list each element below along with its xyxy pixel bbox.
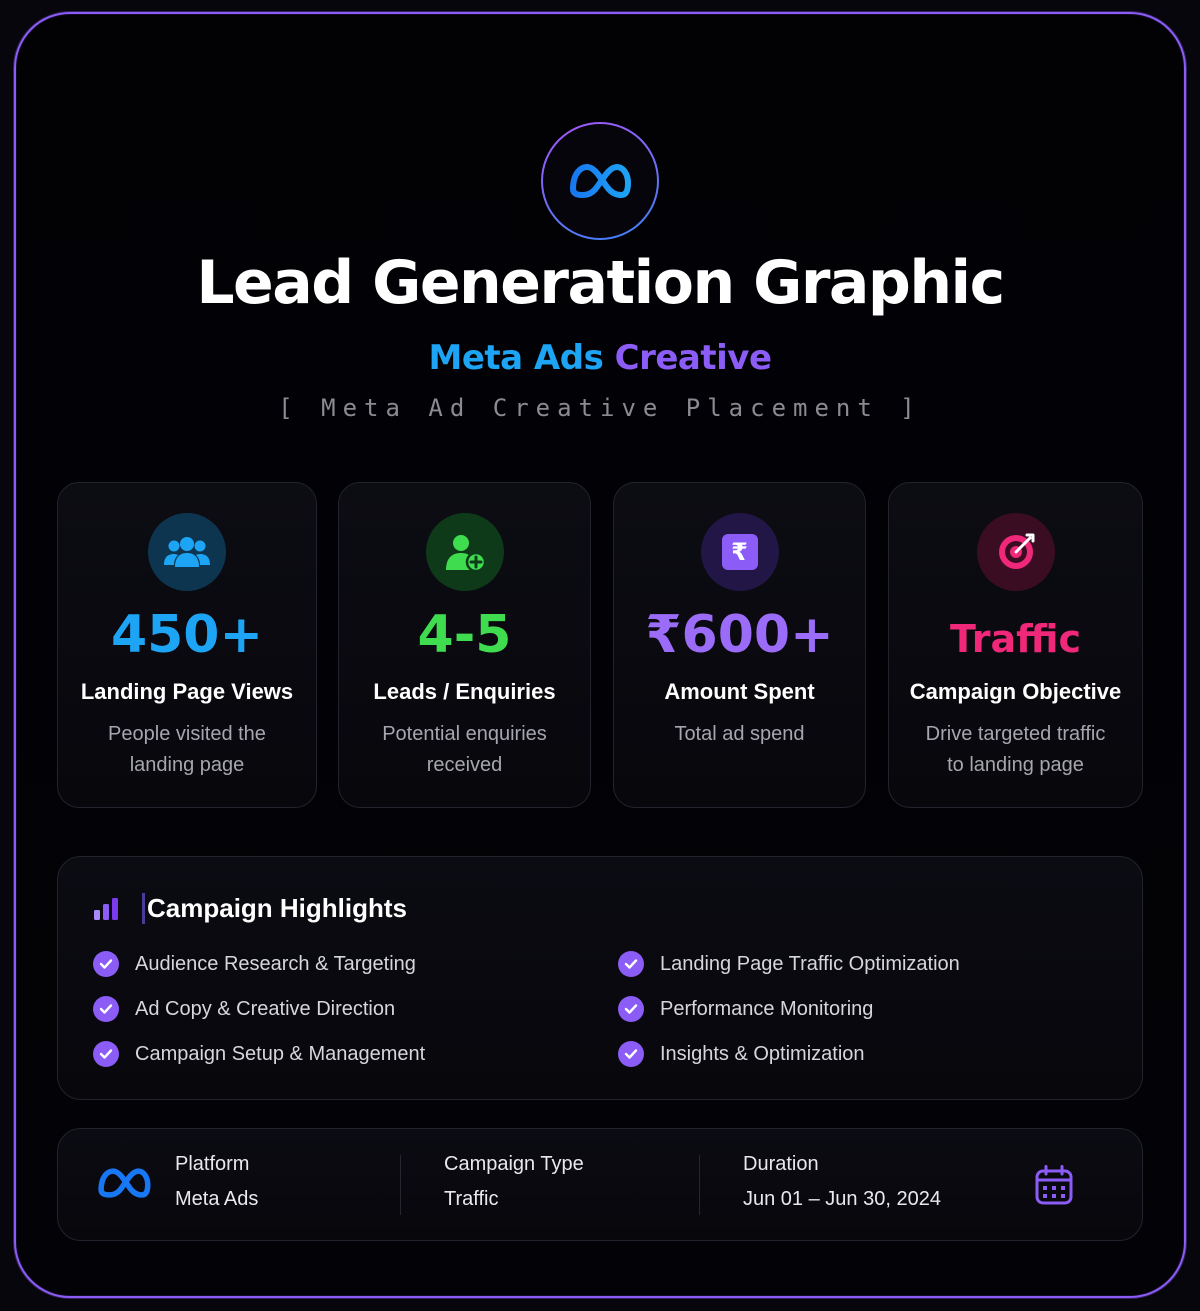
subtitle-creative: Creative (614, 338, 772, 378)
highlight-item: Insights & Optimization (618, 1041, 865, 1067)
check-icon (618, 951, 644, 977)
highlight-text: Campaign Setup & Management (135, 1042, 426, 1065)
stat-label: Leads / Enquiries (373, 679, 556, 704)
stat-card-landing-page-views: 450+ Landing Page Views People visited t… (57, 482, 317, 808)
check-icon (93, 951, 119, 977)
campaign-type-value: Traffic (444, 1188, 499, 1210)
bar-chart-icon (94, 897, 118, 920)
duration-label: Duration (743, 1153, 819, 1175)
meta-infinity-icon (98, 1168, 151, 1198)
stat-label: Campaign Objective (909, 679, 1122, 704)
check-icon (618, 1041, 644, 1067)
tagline: [ Meta Ad Creative Placement ] (278, 394, 922, 422)
stat-value: 4-5 (417, 605, 512, 665)
stat-description: Drive targeted traffic to landing page (925, 723, 1106, 776)
page-subtitle: Meta Ads Creative (0, 338, 1200, 378)
target-icon (976, 513, 1055, 591)
highlight-item: Campaign Setup & Management (93, 1041, 425, 1067)
highlight-item: Audience Research & Targeting (93, 951, 416, 977)
stat-description: Total ad spend (674, 723, 805, 745)
highlight-text: Insights & Optimization (660, 1042, 865, 1065)
meta-logo-badge (541, 122, 659, 240)
check-icon (93, 1041, 119, 1067)
rupee-icon: ₹ (700, 513, 779, 591)
stat-value: 450+ (110, 605, 264, 665)
highlight-item: Performance Monitoring (618, 996, 873, 1022)
stat-card-leads: 4-5 Leads / Enquiries Potential enquirie… (338, 482, 591, 808)
meta-infinity-icon (570, 164, 631, 198)
subtitle-meta-ads: Meta Ads (428, 338, 604, 378)
check-icon (93, 996, 119, 1022)
campaign-info-footer: Platform Meta Ads Campaign Type Traffic … (57, 1128, 1143, 1241)
calendar-icon (1035, 1165, 1073, 1205)
divider (400, 1155, 401, 1215)
users-icon (148, 513, 226, 591)
stat-card-campaign-objective: Traffic Campaign Objective Drive targete… (888, 482, 1143, 808)
stat-description: Potential enquiries received (382, 723, 547, 776)
stat-value: Traffic (949, 617, 1082, 661)
highlight-text: Performance Monitoring (660, 997, 874, 1020)
highlights-title: Campaign Highlights (142, 893, 407, 924)
page-title: Lead Generation Graphic (196, 248, 1005, 318)
highlight-item: Ad Copy & Creative Direction (93, 996, 395, 1022)
platform-label: Platform (175, 1153, 250, 1175)
highlight-item: Landing Page Traffic Optimization (618, 951, 960, 977)
highlight-text: Landing Page Traffic Optimization (660, 952, 960, 975)
campaign-type-label: Campaign Type (444, 1153, 584, 1175)
stat-value: ₹600+ (645, 605, 834, 665)
stat-description: People visited the landing page (108, 723, 266, 776)
duration-value: Jun 01 – Jun 30, 2024 (743, 1188, 941, 1210)
stat-label: Amount Spent (664, 679, 815, 704)
highlight-text: Audience Research & Targeting (135, 952, 416, 975)
divider (699, 1155, 700, 1215)
highlights-header: Campaign Highlights (94, 893, 407, 924)
platform-info: Platform Meta Ads (175, 1153, 258, 1211)
campaign-highlights-panel: Campaign Highlights Audience Research & … (57, 856, 1143, 1100)
duration-info: Duration Jun 01 – Jun 30, 2024 (743, 1153, 941, 1211)
highlight-text: Ad Copy & Creative Direction (135, 997, 396, 1020)
check-icon (618, 996, 644, 1022)
user-plus-icon (425, 513, 504, 591)
stat-label: Landing Page Views (80, 679, 294, 704)
stat-card-amount-spent: ₹ ₹600+ Amount Spent Total ad spend (613, 482, 866, 808)
platform-value: Meta Ads (175, 1188, 259, 1210)
campaign-type-info: Campaign Type Traffic (444, 1153, 584, 1211)
